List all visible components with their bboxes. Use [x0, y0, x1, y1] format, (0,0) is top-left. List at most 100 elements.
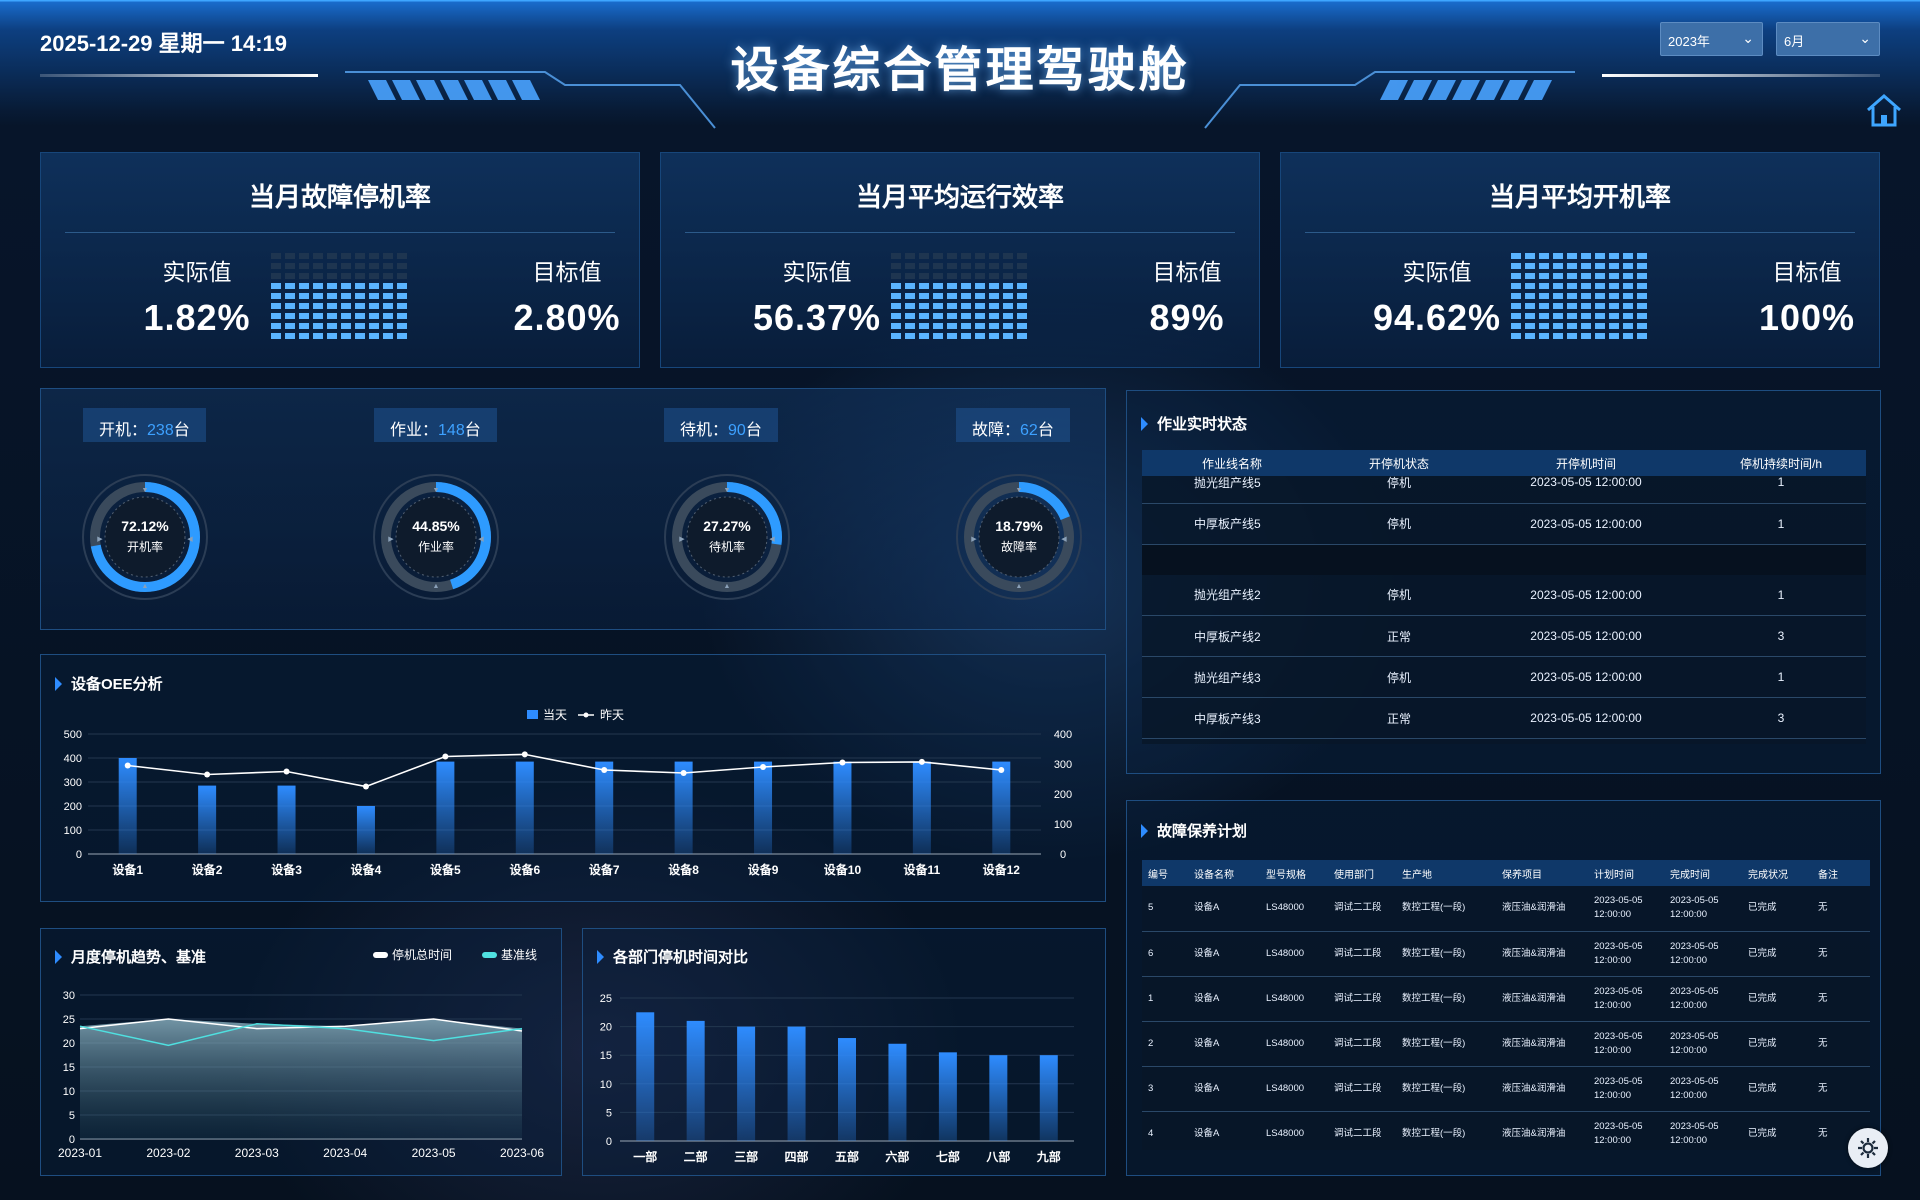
- cell: 2023-05-05 12:00:00: [1476, 615, 1696, 657]
- gauge-inner: [978, 496, 1060, 578]
- level-cell: [313, 333, 323, 339]
- level-cell: [369, 273, 379, 279]
- table-row[interactable]: 中厚板产线5 停机 2023-05-05 12:00:00 1: [1142, 503, 1866, 545]
- level-cell: [1609, 313, 1619, 319]
- level-cell: [271, 273, 281, 279]
- level-cell: [1553, 313, 1563, 319]
- level-cell: [1609, 273, 1619, 279]
- table-row[interactable]: 抛光组产线2 停机 2023-05-05 12:00:00 1: [1142, 574, 1866, 616]
- level-cell: [397, 313, 407, 319]
- oee-point: [998, 767, 1005, 773]
- level-cell: [919, 293, 929, 299]
- cell: 已完成: [1742, 1021, 1812, 1067]
- level-cell: [1623, 273, 1633, 279]
- table-row[interactable]: 3 设备A LS48000 调试二工段 数控工程(一段) 液压油&润滑油 2023-05-0…: [1142, 1066, 1870, 1112]
- cell: 调试二工段: [1328, 931, 1396, 977]
- chevron-down-icon: ⌄: [1859, 30, 1871, 46]
- cell: 液压油&润滑油: [1496, 1111, 1588, 1150]
- status-label: 作业：: [390, 422, 439, 439]
- table-row[interactable]: 中厚板产线3 正常 2023-05-05 12:00:00 3: [1142, 697, 1866, 739]
- status-count: 90: [728, 422, 746, 439]
- level-cell: [1581, 313, 1591, 319]
- level-cell: [369, 313, 379, 319]
- level-cell: [1003, 293, 1013, 299]
- level-cell: [1553, 303, 1563, 309]
- level-cell: [947, 263, 957, 269]
- level-cell: [933, 303, 943, 309]
- axis-tick-label: 设备12: [983, 862, 1021, 877]
- axis-tick-label: 100: [64, 825, 82, 837]
- floating-action-button[interactable]: [1848, 1128, 1888, 1168]
- dept-title-text: 各部门停机时间对比: [613, 949, 749, 966]
- level-cell: [961, 263, 971, 269]
- axis-tick-label: 10: [63, 1086, 75, 1098]
- axis-tick-label: 300: [64, 777, 82, 789]
- cell: 设备A: [1188, 931, 1260, 977]
- table-row[interactable]: 1 设备A LS48000 调试二工段 数控工程(一段) 液压油&润滑油 2023-05-0…: [1142, 976, 1870, 1022]
- home-icon[interactable]: [1864, 92, 1904, 128]
- table-row[interactable]: 抛光组产线3 停机 2023-05-05 12:00:00 1: [1142, 656, 1866, 698]
- level-cell: [1525, 283, 1535, 289]
- level-cell: [1003, 253, 1013, 259]
- level-cell: [271, 313, 281, 319]
- maintenance-table-wrap[interactable]: 编号 设备名称 型号规格 使用部门 生产地 保养项目 计划时间 完成时间 完成状况 备注 5 设备A…: [1142, 860, 1870, 1150]
- cell: 1: [1696, 656, 1866, 698]
- axis-tick-label: 0: [1060, 849, 1066, 861]
- level-cell: [989, 283, 999, 289]
- level-cell: [397, 283, 407, 289]
- level-cell: [271, 283, 281, 289]
- cell: 3: [1142, 1066, 1188, 1112]
- table-row[interactable]: 抛光组产线5 停机 2023-05-05 12:00:00 1: [1142, 462, 1866, 504]
- level-cell: [961, 283, 971, 289]
- axis-tick-label: 0: [76, 849, 82, 861]
- table-row[interactable]: 2 设备A LS48000 调试二工段 数控工程(一段) 液压油&润滑油 2023-05-0…: [1142, 1021, 1870, 1067]
- level-cell: [327, 323, 337, 329]
- table-row[interactable]: 6 设备A LS48000 调试二工段 数控工程(一段) 液压油&润滑油 2023-05-0…: [1142, 931, 1870, 977]
- realtime-table-wrap[interactable]: 作业线名称 开停机状态 开停机时间 停机持续时间/h 抛光组产线5 停机 2023-…: [1142, 450, 1866, 744]
- cell: 液压油&润滑油: [1496, 1021, 1588, 1067]
- level-cell: [1637, 283, 1647, 289]
- oee-bar: [436, 761, 455, 854]
- gauge-tick-icon: ▼: [142, 487, 149, 494]
- kpi-level-grid: [271, 253, 411, 343]
- oee-line: [127, 753, 1002, 788]
- realtime-title: 作业实时状态: [1141, 413, 1247, 434]
- gauge-tick-icon: ▶: [388, 536, 394, 543]
- status-unit: 台: [1037, 422, 1054, 439]
- level-cell: [285, 333, 295, 339]
- level-cell: [299, 253, 309, 259]
- level-cell: [355, 263, 365, 269]
- trend-area: [80, 1019, 522, 1139]
- cell: 1: [1696, 574, 1866, 616]
- table-row[interactable]: 4 设备A LS48000 调试二工段 数控工程(一段) 液压油&润滑油 2023-05-0…: [1142, 1111, 1870, 1150]
- level-cell: [975, 333, 985, 339]
- level-cell: [1581, 323, 1591, 329]
- table-row[interactable]: 5 设备A LS48000 调试二工段 数控工程(一段) 液压油&润滑油 2023-05-0…: [1142, 886, 1870, 932]
- level-cell: [1567, 253, 1577, 259]
- level-cell: [299, 283, 309, 289]
- gauge-label: 作业率: [417, 540, 454, 554]
- axis-tick-label: 设备11: [904, 862, 941, 877]
- kpi-divider: [1305, 232, 1855, 233]
- gauge-inner: [104, 496, 186, 578]
- settings-icon: [1858, 1138, 1878, 1158]
- level-cell: [327, 333, 337, 339]
- year-select[interactable]: 2023年 ⌄: [1660, 22, 1763, 56]
- gauge-inner: [395, 496, 477, 578]
- month-select[interactable]: 6月 ⌄: [1776, 22, 1880, 56]
- level-cell: [313, 303, 323, 309]
- level-cell: [1017, 273, 1027, 279]
- triangle-marker-icon: [1141, 824, 1148, 838]
- cell: 调试二工段: [1328, 1066, 1396, 1112]
- table-row[interactable]: 中厚板产线2 正常 2023-05-05 12:00:00 3: [1142, 615, 1866, 657]
- level-cell: [1553, 283, 1563, 289]
- cell: 2023-05-05 12:00:00: [1476, 462, 1696, 504]
- status-label: 开机：: [99, 422, 148, 439]
- cell: 停机: [1322, 574, 1476, 616]
- gauge-tick-icon: ▲: [142, 583, 149, 590]
- cell: 2023-05-05 12:00:00: [1476, 574, 1696, 616]
- machine-status-panel: [40, 388, 1106, 630]
- level-cell: [327, 263, 337, 269]
- level-cell: [919, 273, 929, 279]
- level-cell: [1581, 303, 1591, 309]
